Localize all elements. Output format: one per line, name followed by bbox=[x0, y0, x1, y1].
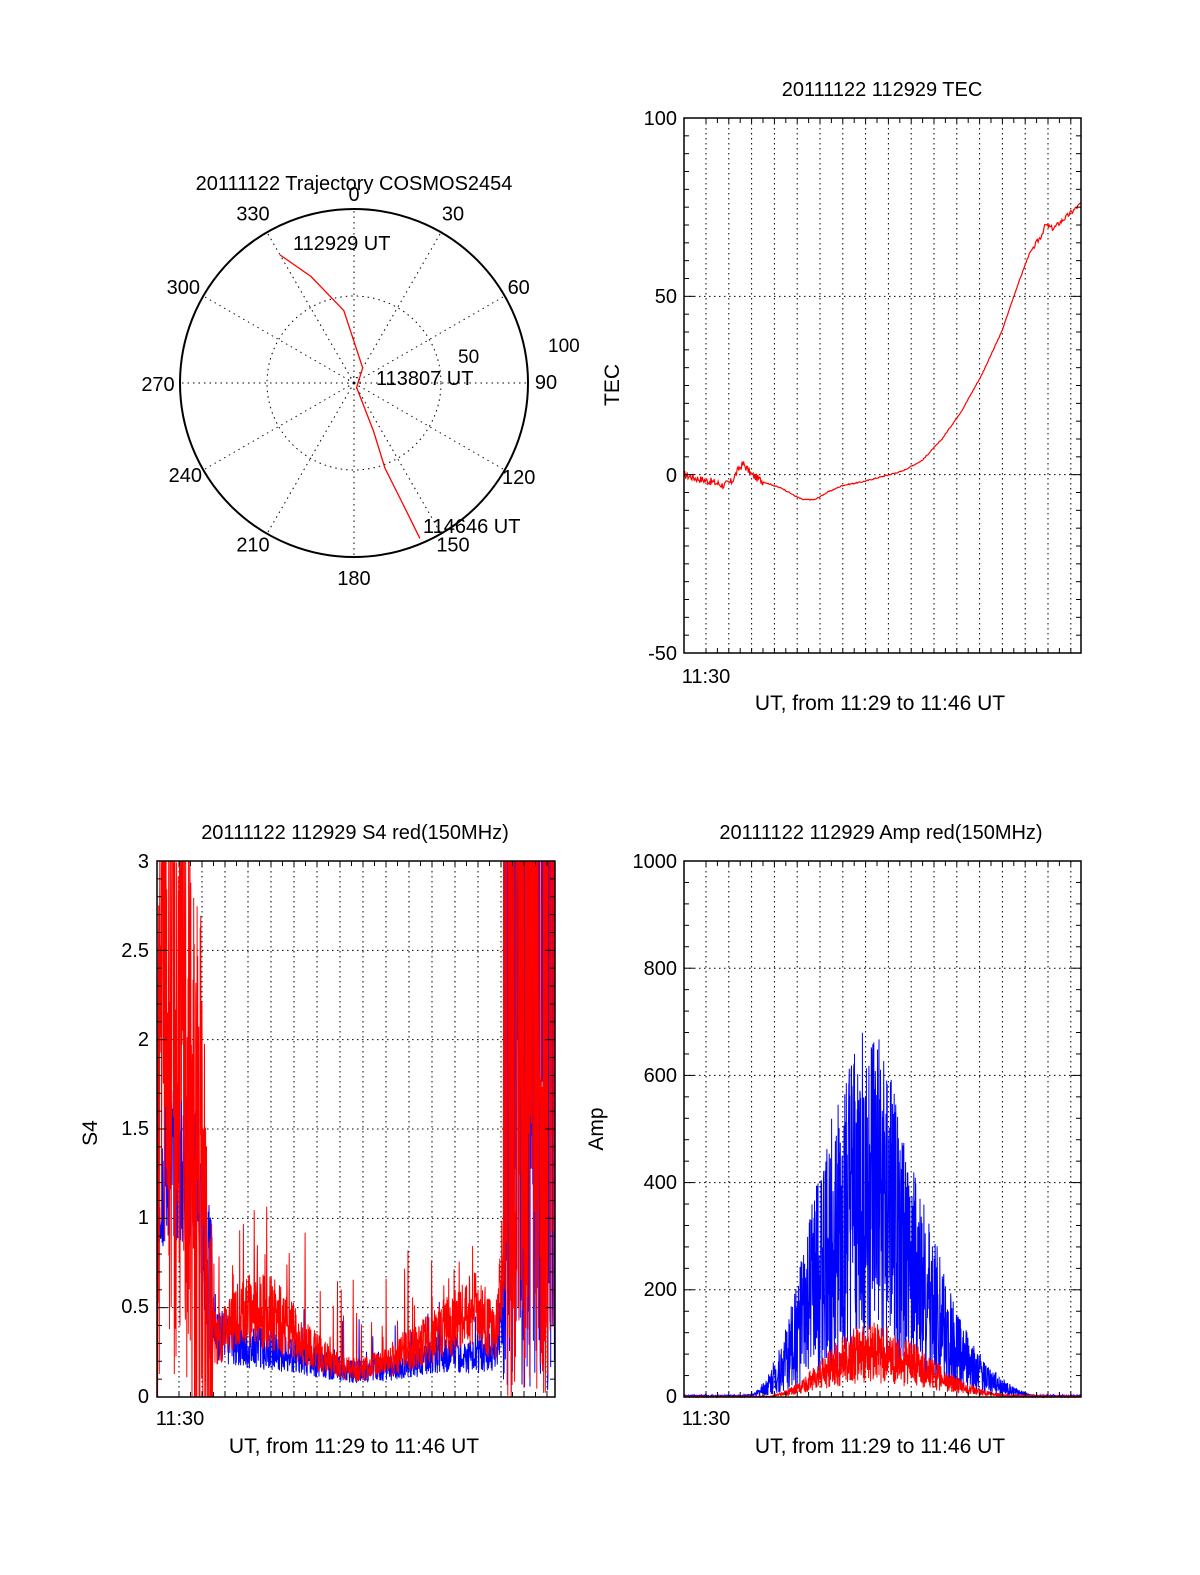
vertical-gridlines bbox=[705, 118, 1072, 653]
polar-azimuth-label: 300 bbox=[167, 277, 200, 299]
amp-panel: 20111122 112929 Amp red(150MHz) 1000 800… bbox=[585, 822, 1082, 1458]
tec-ylabel: TEC bbox=[601, 364, 624, 406]
polar-outer-circle bbox=[179, 208, 529, 558]
amp-ytick-600: 600 bbox=[644, 1065, 677, 1087]
polar-azimuth-label: 150 bbox=[436, 535, 469, 557]
polar-panel: 20111122 Trajectory COSMOS2454 0 30 60 90 12… bbox=[141, 173, 579, 590]
polar-azimuth-label: 0 bbox=[348, 184, 359, 206]
tec-ytick-0: 0 bbox=[666, 465, 677, 487]
polar-ring-50 bbox=[266, 295, 442, 471]
tec-xtick-1130: 11:30 bbox=[682, 666, 731, 688]
series-line-0 bbox=[684, 202, 1082, 501]
s4-xtick-1130: 11:30 bbox=[156, 1408, 205, 1430]
polar-azimuth-label: 240 bbox=[169, 465, 202, 487]
series-group bbox=[683, 1032, 1082, 1399]
polar-spoke bbox=[203, 295, 355, 384]
amp-ytick-800: 800 bbox=[644, 958, 677, 980]
polar-azimuth-label: 210 bbox=[236, 535, 269, 557]
tec-ytick-50: 50 bbox=[655, 286, 677, 308]
axis-ticks bbox=[684, 860, 1081, 1398]
polar-spoke bbox=[353, 232, 442, 384]
series-group bbox=[684, 202, 1082, 501]
polar-azimuth-label: 120 bbox=[502, 467, 535, 489]
amp-plot-area bbox=[683, 860, 1082, 1399]
series-group bbox=[156, 860, 556, 1398]
amp-ytick-400: 400 bbox=[644, 1172, 677, 1194]
tec-xlabel: UT, from 11:29 to 11:46 UT bbox=[755, 692, 1005, 715]
s4-ytick-1: 1 bbox=[138, 1207, 149, 1229]
s4-ytick-0: 0 bbox=[138, 1386, 149, 1408]
s4-ytick-0-5: 0.5 bbox=[121, 1296, 149, 1318]
polar-spoke bbox=[353, 295, 505, 384]
s4-panel: 20111122 112929 S4 red(150MHz) 3 2.5 2 1… bbox=[79, 822, 556, 1458]
axes-frame bbox=[683, 117, 1082, 654]
amp-xlabel: UT, from 11:29 to 11:46 UT bbox=[755, 1435, 1005, 1458]
polar-azimuth-label: 180 bbox=[337, 568, 370, 590]
polar-azimuth-label: 270 bbox=[141, 374, 174, 396]
s4-ytick-3: 3 bbox=[138, 851, 149, 873]
polar-spoke bbox=[266, 232, 355, 384]
polar-azimuth-label: 330 bbox=[236, 203, 269, 225]
axis-ticks bbox=[157, 860, 555, 1398]
amp-ytick-200: 200 bbox=[644, 1279, 677, 1301]
horizontal-gridlines bbox=[684, 967, 1081, 1291]
polar-azimuth-label: 90 bbox=[535, 372, 557, 394]
series-line-1 bbox=[156, 860, 556, 1398]
s4-title: 20111122 112929 S4 red(150MHz) bbox=[201, 822, 509, 844]
s4-xlabel: UT, from 11:29 to 11:46 UT bbox=[229, 1435, 479, 1458]
s4-ytick-2: 2 bbox=[138, 1029, 149, 1051]
polar-title: 20111122 Trajectory COSMOS2454 bbox=[196, 173, 513, 195]
polar-azimuth-label: 30 bbox=[442, 203, 464, 225]
s4-ytick-1-5: 1.5 bbox=[121, 1118, 149, 1140]
tec-ytick-neg50: -50 bbox=[648, 643, 677, 665]
series-line-1 bbox=[683, 1322, 1082, 1399]
polar-grid bbox=[180, 209, 528, 557]
s4-ylabel: S4 bbox=[79, 1120, 102, 1146]
amp-ytick-0: 0 bbox=[666, 1386, 677, 1408]
s4-plot-area bbox=[156, 860, 556, 1398]
amp-ytick-1000: 1000 bbox=[633, 851, 678, 873]
amp-xtick-1130: 11:30 bbox=[682, 1408, 731, 1430]
polar-spoke bbox=[203, 382, 355, 471]
amp-ylabel: Amp bbox=[585, 1107, 608, 1150]
polar-annotation-mid: 113807 UT bbox=[376, 368, 473, 390]
horizontal-gridlines bbox=[157, 949, 555, 1309]
polar-spoke bbox=[353, 382, 505, 471]
tec-plot-area bbox=[683, 117, 1082, 654]
polar-annotation-start: 112929 UT bbox=[293, 233, 390, 255]
polar-azimuth-labels: 0 30 60 90 120 150 180 210 240 270 300 330 bbox=[141, 184, 557, 590]
tec-ytick-100: 100 bbox=[644, 108, 677, 130]
tec-title: 20111122 112929 TEC bbox=[782, 79, 983, 101]
amp-title: 20111122 112929 Amp red(150MHz) bbox=[719, 822, 1042, 844]
s4-ytick-2-5: 2.5 bbox=[121, 940, 149, 962]
axes-frame bbox=[683, 860, 1082, 1398]
vertical-gridlines bbox=[705, 861, 1072, 1397]
series-line-0 bbox=[156, 860, 556, 1392]
polar-spoke bbox=[266, 382, 355, 534]
polar-radial-label-100: 100 bbox=[548, 336, 580, 357]
polar-azimuth-label: 60 bbox=[508, 277, 530, 299]
polar-trajectory bbox=[279, 254, 421, 539]
polar-radial-label-50: 50 bbox=[458, 347, 479, 368]
horizontal-gridlines bbox=[684, 295, 1081, 476]
polar-annotation-end: 114646 UT bbox=[423, 516, 520, 538]
tec-panel: 20111122 112929 TEC 100 50 0 -50 TEC 11:… bbox=[601, 79, 1082, 715]
polar-spoke bbox=[353, 382, 442, 534]
polar-trajectory-line bbox=[279, 254, 421, 539]
axis-ticks bbox=[684, 117, 1081, 654]
